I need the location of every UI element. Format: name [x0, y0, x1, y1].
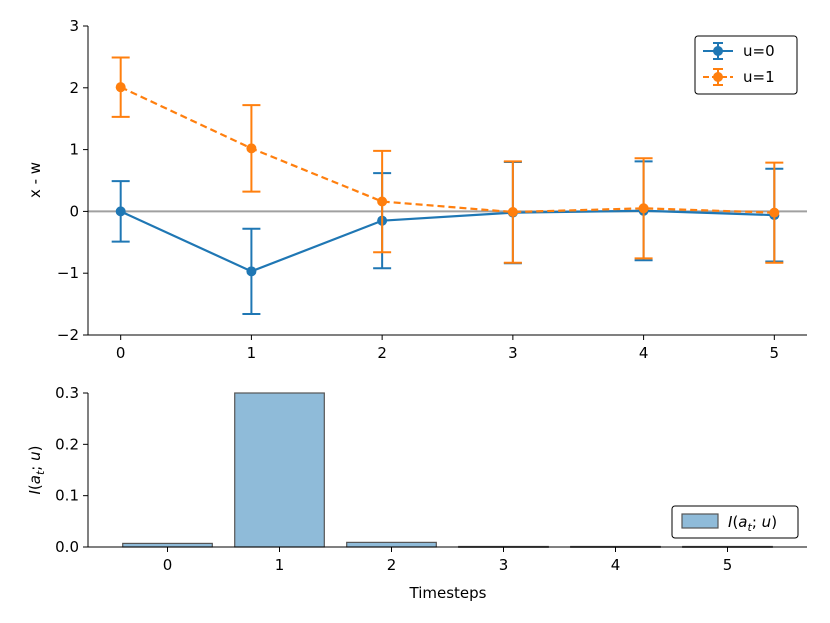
data-point — [246, 143, 257, 154]
x-tick-label: 1 — [247, 344, 257, 362]
tick-layer: 0 1 2 3 4 5 0.0 0.1 0.2 0.3 — [55, 384, 732, 574]
x-tick-label: 3 — [508, 344, 518, 362]
x-tick-label: 1 — [275, 556, 285, 574]
bar — [122, 542, 213, 548]
series-u=0 — [111, 160, 784, 315]
legend-marker-u1 — [713, 72, 723, 82]
x-axis-label: Timesteps — [409, 584, 487, 602]
legend: u=0 u=1 — [694, 35, 798, 95]
y-axis-label: I(at; u) — [26, 445, 47, 494]
legend-label: I(at; u) — [728, 513, 777, 534]
y-axis-label: x - w — [26, 162, 44, 198]
y-tick-label: 3 — [69, 17, 79, 35]
series-layer — [111, 56, 784, 315]
y-tick-label: −1 — [57, 264, 79, 282]
x-tick-label: 4 — [639, 344, 649, 362]
legend-entry-u0: u=0 — [703, 42, 775, 60]
data-point — [115, 206, 126, 217]
y-tick-label: 0.0 — [55, 538, 79, 556]
x-tick-label: 0 — [116, 344, 126, 362]
x-tick-label: 5 — [723, 556, 733, 574]
line-chart-panel: 0 1 2 3 4 5 −2 −1 0 1 2 3 x - w u=0 u=1 — [26, 17, 807, 362]
bar-chart-panel: 0 1 2 3 4 5 0.0 0.1 0.2 0.3 Timesteps I(at; u) I(… — [26, 384, 807, 602]
data-point — [377, 196, 388, 207]
series-line — [120, 209, 775, 273]
y-tick-label: −2 — [57, 326, 79, 344]
data-point — [246, 266, 257, 277]
x-tick-label: 0 — [163, 556, 173, 574]
legend: I(at; u) — [671, 505, 799, 539]
legend-label-u0: u=0 — [743, 42, 775, 60]
data-point — [638, 203, 649, 214]
series-u=1 — [111, 56, 784, 264]
legend-entry-u1: u=1 — [703, 68, 775, 86]
y-tick-label: 0 — [69, 202, 79, 220]
y-tick-label: 1 — [69, 141, 79, 159]
x-tick-label: 2 — [387, 556, 397, 574]
bar — [234, 392, 325, 548]
y-tick-label: 0.3 — [55, 384, 79, 402]
x-tick-label: 4 — [611, 556, 621, 574]
data-point — [769, 207, 780, 218]
tick-layer: 0 1 2 3 4 5 −2 −1 0 1 2 3 — [57, 17, 779, 362]
y-tick-label: 0.2 — [55, 435, 79, 453]
bar — [346, 541, 437, 548]
legend-label-u1: u=1 — [743, 68, 775, 86]
y-tick-label: 0.1 — [55, 487, 79, 505]
series-line — [120, 86, 775, 214]
data-point — [507, 207, 518, 218]
data-point — [115, 82, 126, 93]
x-tick-label: 2 — [377, 344, 387, 362]
y-tick-label: 2 — [69, 79, 79, 97]
legend-marker-u0 — [713, 46, 723, 56]
x-tick-label: 5 — [770, 344, 780, 362]
x-tick-label: 3 — [499, 556, 509, 574]
legend-swatch — [681, 513, 719, 529]
